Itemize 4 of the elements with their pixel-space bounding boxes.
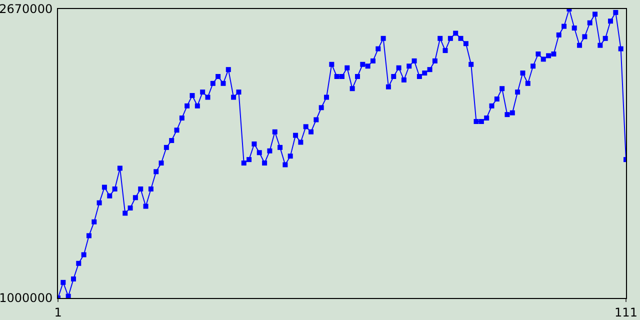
x-tick-label: 111 (614, 305, 638, 320)
y-tick-label: 2670000 (0, 2, 53, 16)
x-tick-label: 1 (54, 305, 62, 320)
y-tick-label: 1000000 (0, 291, 53, 306)
